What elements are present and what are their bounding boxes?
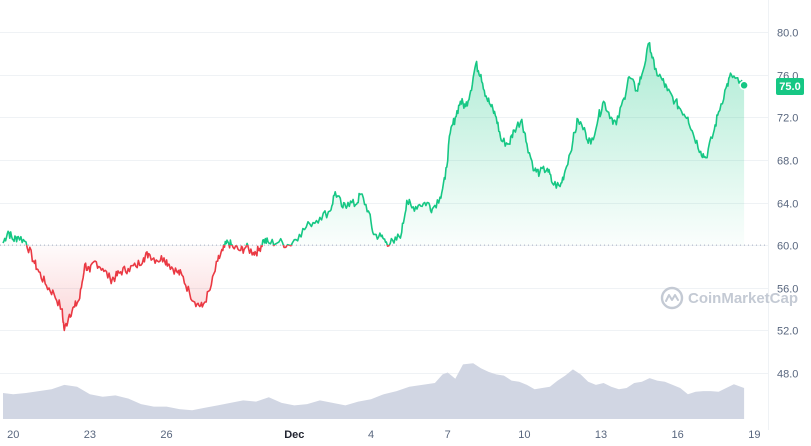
- y-axis: 48.052.056.060.064.068.072.076.080.0: [777, 28, 798, 381]
- price-area-fill: [3, 42, 745, 331]
- y-tick-label: 48.0: [777, 369, 798, 381]
- y-tick-label: 64.0: [777, 199, 798, 211]
- watermark-text: CoinMarketCap: [688, 290, 798, 307]
- x-tick-label: 19: [748, 429, 760, 441]
- x-tick-label: 23: [84, 429, 96, 441]
- price-line-up: [2, 41, 745, 246]
- y-tick-label: 52.0: [777, 326, 798, 338]
- y-tick-label: 72.0: [777, 113, 798, 125]
- volume-area: [3, 363, 745, 419]
- x-tick-label: Dec: [284, 429, 304, 441]
- watermark: CoinMarketCap: [660, 286, 798, 310]
- current-price-badge: 75.0: [776, 78, 804, 95]
- x-axis: 20 23 26 Dec 4 7 10 13 16 19: [7, 429, 760, 441]
- x-tick-label: 26: [160, 429, 172, 441]
- price-line-down: [25, 245, 391, 332]
- x-tick-label: 16: [672, 429, 684, 441]
- y-tick-label: 80.0: [777, 28, 798, 40]
- y-tick-label: 56.0: [777, 284, 798, 296]
- current-price-badge-bg: [776, 78, 804, 95]
- price-series-line: [2, 41, 745, 332]
- x-tick-label: 7: [445, 429, 451, 441]
- current-price-label: 75.0: [779, 81, 800, 93]
- x-tick-label: 4: [368, 429, 374, 441]
- x-tick-label: 10: [518, 429, 530, 441]
- area-fill-up: [3, 42, 745, 246]
- area-fill-down: [3, 245, 745, 331]
- volume-series: [3, 363, 745, 419]
- y-tick-label: 68.0: [777, 156, 798, 168]
- coinmarketcap-logo-icon: [660, 286, 684, 310]
- x-tick-label: 13: [595, 429, 607, 441]
- current-price-dot[interactable]: [739, 80, 749, 91]
- x-tick-label: 20: [7, 429, 19, 441]
- y-tick-label: 60.0: [777, 241, 798, 253]
